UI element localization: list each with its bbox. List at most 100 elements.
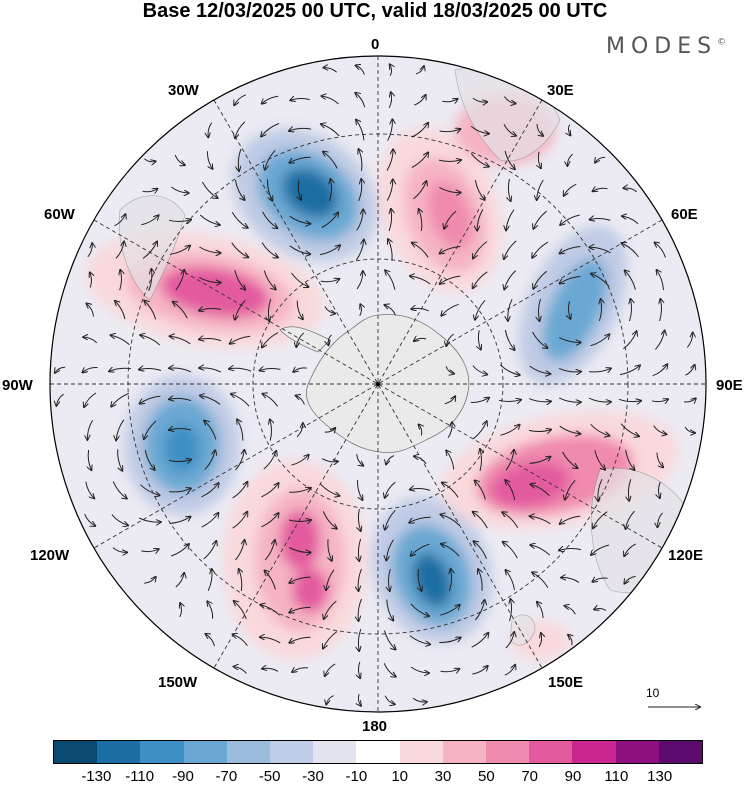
wind-vector-arrow <box>289 245 310 254</box>
colorbar-tick-label: -110 <box>125 768 155 785</box>
map-title: Base 12/03/2025 00 UTC, valid 18/03/2025… <box>142 0 608 22</box>
wind-vector-arrow <box>560 276 581 284</box>
wind-vector-arrow <box>411 123 428 138</box>
wind-vector-arrow <box>321 213 338 228</box>
wind-vector-arrow <box>321 96 339 105</box>
wind-vector-arrow <box>620 423 639 437</box>
wind-vector-arrow <box>323 152 338 169</box>
wind-vector-arrow <box>148 269 152 292</box>
wind-vector-arrow <box>199 246 220 253</box>
wind-vector-arrow <box>231 242 249 258</box>
wind-vector-arrow <box>201 513 219 528</box>
wind-vector-arrow <box>289 156 311 163</box>
wind-vector-arrow <box>173 302 188 319</box>
wind-vector-arrow <box>265 571 276 590</box>
wind-vector-arrow <box>508 178 510 201</box>
wind-vector-arrow <box>559 548 582 550</box>
wind-vector-arrow <box>231 394 250 407</box>
lon-label-30e: 30E <box>547 82 574 99</box>
wind-vector-arrow <box>538 151 541 168</box>
wind-vector-arrow <box>478 330 480 349</box>
wind-vector-arrow <box>504 270 517 290</box>
wind-vector-arrow <box>356 480 362 500</box>
wind-vector-arrow <box>686 333 692 348</box>
wind-vector-arrow <box>412 697 427 702</box>
wind-vector-arrow <box>290 98 310 100</box>
wind-vector-arrow <box>139 368 162 370</box>
wind-vector-arrow <box>321 124 340 137</box>
wind-vector-arrow <box>288 520 311 522</box>
wind-vector-arrow <box>622 216 639 225</box>
wind-vector-arrow <box>85 481 94 499</box>
wind-vector-arrow <box>234 601 247 620</box>
wind-vector-arrow <box>356 120 365 141</box>
wind-vector-arrow <box>323 631 338 649</box>
wind-vector-arrow <box>320 279 340 282</box>
wind-vector-arrow <box>414 456 427 464</box>
wind-vector-arrow <box>656 452 663 468</box>
wind-vector-arrow <box>558 397 581 402</box>
wind-vector-arrow <box>559 425 581 434</box>
wind-vector-arrow <box>532 241 549 258</box>
wind-vector-arrow <box>263 394 278 407</box>
wind-vector-arrow <box>323 68 338 73</box>
wind-vector-arrow <box>593 188 608 191</box>
wind-vector-arrow <box>591 544 610 555</box>
wind-vector-arrow <box>262 332 279 348</box>
wind-vector-arrow <box>356 454 364 466</box>
wind-vector-arrow <box>532 331 548 348</box>
wind-vector-arrow <box>56 393 64 406</box>
wind-vector-arrow <box>169 246 190 255</box>
wind-vector-arrow <box>356 210 363 231</box>
wind-vector-arrow <box>144 158 155 162</box>
wind-vector-arrow <box>410 666 429 673</box>
wind-vector-arrow <box>533 270 548 288</box>
wind-vector-arrow <box>324 306 335 314</box>
wind-vector-arrow <box>169 398 192 400</box>
wind-vector-arrow <box>590 423 610 435</box>
wind-vector-arrow <box>439 638 460 644</box>
wind-vector-arrow <box>474 180 484 200</box>
wind-vector-arrow <box>289 547 310 553</box>
wind-vector-arrow <box>231 211 247 228</box>
wind-vector-arrow <box>568 301 570 319</box>
wind-vector-arrow <box>504 150 515 169</box>
south-america-landmass <box>118 195 186 301</box>
wind-vector-arrow <box>235 540 245 561</box>
colorbar-bin <box>270 741 314 763</box>
wind-vector-arrow <box>419 209 422 231</box>
wind-vector-arrow <box>328 334 332 345</box>
wind-vector-arrow <box>415 66 424 75</box>
wind-vector-arrow <box>84 392 97 407</box>
wind-vector-arrow <box>170 186 188 193</box>
wind-vector-arrow <box>508 298 513 321</box>
wind-vector-arrow <box>144 301 157 320</box>
wind-vector-arrow <box>568 635 572 646</box>
colorbar-bin <box>313 741 357 763</box>
wind-vector-arrow <box>446 333 454 346</box>
wind-vector-arrow <box>90 273 92 288</box>
wind-vector-arrow <box>413 181 427 200</box>
wind-vector-arrow <box>506 209 515 231</box>
colorbar-bin <box>54 741 98 763</box>
wind-vector-arrow <box>112 547 127 553</box>
wind-vector-arrow <box>412 243 429 258</box>
wind-vector-arrow <box>83 337 98 344</box>
wind-vector-arrow <box>473 241 488 259</box>
wind-vector-arrow <box>623 331 636 350</box>
wind-vector-arrow <box>478 569 482 591</box>
wind-vector-arrow <box>594 450 605 469</box>
wind-vector-arrow <box>589 247 611 254</box>
wind-vector-arrow <box>568 124 570 136</box>
lon-label-150e: 150E <box>548 674 584 691</box>
wind-vector-arrow <box>169 368 192 373</box>
wind-vector-arrow <box>87 419 94 440</box>
wind-vector-arrow <box>324 428 335 432</box>
wind-vector-arrow <box>289 488 311 493</box>
wind-vector-arrow <box>358 179 362 202</box>
colorbar-bin <box>486 741 530 763</box>
wind-vector-arrow <box>355 93 366 108</box>
wind-vector-arrow <box>289 606 311 612</box>
wind-vector-arrow <box>239 569 242 591</box>
wind-vector-arrow <box>441 544 460 557</box>
